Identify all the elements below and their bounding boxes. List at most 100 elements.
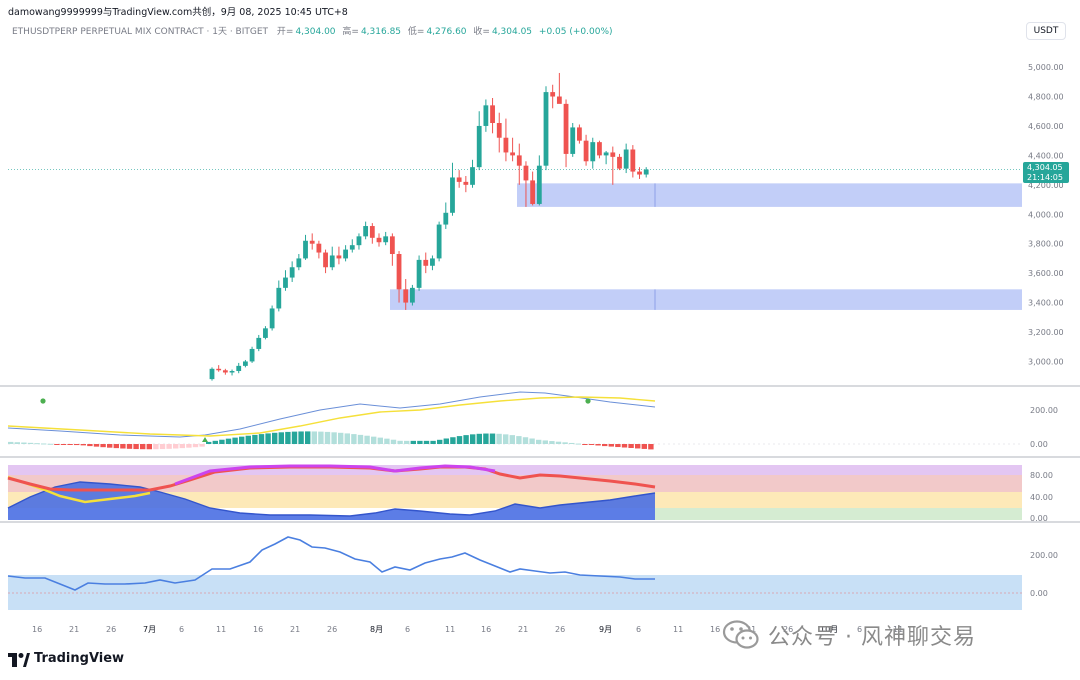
macd-axis-label: 200.00 — [1030, 406, 1058, 415]
macd-histogram-bar — [67, 444, 73, 445]
candle-body — [283, 277, 288, 288]
macd-histogram-bar — [212, 440, 218, 444]
candle-body — [563, 103, 569, 154]
macd-histogram-bar — [549, 441, 555, 444]
macd-histogram-bar — [648, 444, 654, 450]
wechat-watermark: 公众号 · 风神聊交易 — [722, 618, 976, 652]
candle-body — [456, 177, 462, 182]
macd-histogram-bar — [437, 439, 443, 444]
time-axis-label: 16 — [32, 625, 42, 634]
osc-band — [8, 575, 1022, 610]
macd-histogram-bar — [305, 431, 311, 444]
macd-histogram-bar — [463, 435, 469, 444]
rsi-axis-label: 0.00 — [1030, 514, 1048, 523]
osc-axis-label: 0.00 — [1030, 589, 1048, 598]
candle-body — [216, 368, 222, 371]
macd-histogram-bar — [298, 431, 304, 444]
time-axis-label: 16 — [481, 625, 491, 634]
last-price-tag — [1023, 162, 1069, 183]
macd-histogram-bar — [582, 444, 588, 445]
price-axis-label: 4,000.00 — [1028, 210, 1064, 219]
macd-histogram-bar — [628, 444, 634, 448]
macd-histogram-bar — [555, 441, 562, 444]
symbol-legend: ETHUSDTPERP PERPETUAL MIX CONTRACT · 1天 … — [12, 24, 617, 37]
candle-body — [323, 252, 328, 268]
last-price-tag-countdown: 21:14:05 — [1027, 173, 1063, 182]
time-axis-label: 6 — [179, 625, 184, 634]
candle-body — [496, 123, 502, 138]
time-axis-label: 9月 — [599, 625, 612, 634]
time-axis-label: 8月 — [370, 625, 383, 634]
candle-body — [443, 212, 449, 225]
currency-selector-button[interactable]: USDT — [1026, 22, 1066, 40]
macd-histogram-bar — [338, 432, 344, 444]
macd-up-marker — [202, 437, 208, 442]
macd-histogram-bar — [456, 436, 463, 444]
time-axis-label: 21 — [518, 625, 528, 634]
candle-body — [583, 140, 589, 162]
ohlc-close-label: 收= — [473, 27, 490, 37]
macd-histogram-bar — [199, 444, 205, 447]
price-axis-label: 4,400.00 — [1028, 151, 1064, 160]
macd-histogram-bar — [245, 435, 251, 444]
candle-body — [536, 165, 542, 204]
candle-body — [597, 142, 602, 156]
price-axis-label: 4,200.00 — [1028, 181, 1064, 190]
time-axis-label: 11 — [893, 625, 903, 634]
macd-histogram-bar — [14, 442, 20, 444]
macd-histogram-bar — [8, 441, 14, 444]
osc-line — [7, 536, 655, 591]
price-axis-label: 3,800.00 — [1028, 240, 1064, 249]
candle-body — [263, 328, 268, 338]
candle-body — [516, 155, 522, 166]
macd-histogram-bar — [364, 435, 370, 444]
macd-histogram-bar — [47, 443, 53, 445]
candle-body — [510, 152, 515, 156]
macd-histogram-bar — [371, 436, 377, 444]
candle-body — [450, 177, 455, 213]
time-axis-label: 26 — [327, 625, 337, 634]
candle-body — [303, 240, 308, 259]
macd-axis-label: 0.00 — [1030, 440, 1048, 449]
macd-histogram-bar — [60, 444, 67, 445]
macd-histogram-bar — [483, 433, 489, 444]
time-axis-label: 26 — [783, 625, 793, 634]
candle-body — [590, 142, 596, 162]
support-zone — [390, 289, 1022, 310]
candle-body — [356, 236, 362, 246]
watermark-text: 公众号 · 风神聊交易 — [768, 625, 976, 650]
tradingview-brand-text: TradingView — [34, 651, 125, 666]
macd-histogram-bar — [430, 440, 436, 444]
macd-histogram-bar — [27, 442, 34, 444]
rsi-band-middle — [8, 492, 1022, 508]
macd-histogram-bar — [536, 439, 542, 444]
macd-histogram-bar — [324, 431, 331, 444]
ohlc-open-label: 开= — [276, 27, 294, 37]
macd-histogram-bar — [107, 444, 113, 448]
macd-histogram-bar — [489, 433, 496, 444]
candle-body — [603, 152, 609, 156]
candle-body — [329, 255, 335, 268]
candle-body — [483, 105, 489, 126]
candle-body — [369, 226, 375, 238]
macd-histogram-bar — [404, 440, 410, 444]
tradingview-brand[interactable]: TradingView — [8, 651, 125, 667]
rsi-line-purple — [174, 464, 496, 486]
macd-cross-dot — [40, 398, 46, 404]
candle-body — [376, 237, 382, 243]
macd-histogram-bar — [206, 441, 212, 444]
ohlc-high-value: 4,316.85 — [360, 27, 402, 37]
candle-body — [543, 92, 549, 166]
symbol-title[interactable]: ETHUSDTPERP PERPETUAL MIX CONTRACT · 1天 … — [12, 27, 269, 37]
macd-histogram-bar — [291, 431, 298, 444]
candle-body — [229, 371, 235, 373]
macd-histogram-bar — [258, 434, 265, 444]
price-axis-label: 3,200.00 — [1028, 328, 1064, 337]
macd-histogram-bar — [153, 444, 159, 450]
osc-axis-label: 200.00 — [1030, 551, 1058, 560]
candle-body — [630, 149, 636, 172]
candle-body — [403, 289, 409, 303]
macd-histogram-bar — [390, 439, 397, 444]
candle-body — [243, 361, 248, 366]
